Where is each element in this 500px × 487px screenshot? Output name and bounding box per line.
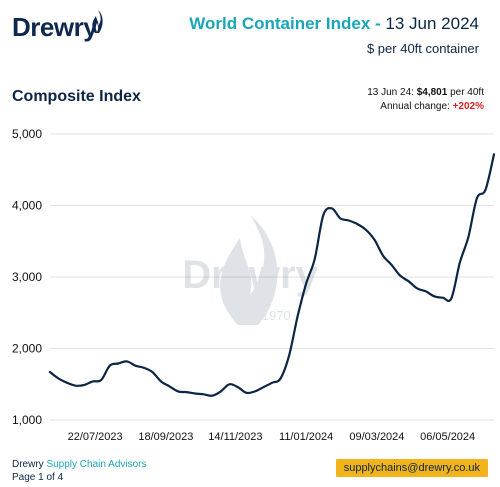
latest-value-line: 13 Jun 24: $4,801 per 40ft: [367, 86, 484, 100]
annual-change-label: Annual change:: [380, 101, 453, 112]
footer-brand-highlight: Supply Chain Advisors: [46, 459, 147, 470]
grid-lines: [50, 133, 494, 421]
section-title: Composite Index: [12, 88, 141, 105]
footer-brand: Drewry Supply Chain Advisors: [12, 458, 147, 471]
y-tick-label: 4,000: [12, 199, 42, 213]
y-tick-label: 2,000: [12, 342, 42, 356]
watermark-est: EST 1970: [233, 308, 291, 323]
x-tick-label: 09/03/2024: [349, 431, 404, 443]
y-tick-label: 3,000: [12, 270, 42, 284]
x-axis-ticks: 22/07/2023 18/09/2023 14/11/2023 11/01/2024…: [68, 431, 476, 443]
drewry-logo: Drewry: [12, 8, 122, 48]
watermark: Drewry EST 1970: [182, 215, 319, 325]
latest-date: 13 Jun 24:: [367, 87, 417, 98]
composite-index-chart: Drewry EST 1970 1,000 2,000 3,000 4,000 5,00…: [12, 127, 496, 443]
logo-text: Drewry: [12, 12, 98, 42]
latest-unit: per 40ft: [447, 87, 484, 98]
x-tick-label: 22/07/2023: [68, 431, 123, 443]
y-tick-label: 5,000: [12, 127, 42, 141]
page-number: Page 1 of 4: [12, 472, 64, 483]
header-subtitle: $ per 40ft container: [366, 41, 479, 56]
header-title-prefix: World Container Index -: [189, 14, 386, 33]
y-tick-label: 1,000: [12, 413, 42, 427]
watermark-text: Drewry: [182, 253, 318, 297]
x-tick-label: 14/11/2023: [208, 431, 262, 443]
flame-logo-icon: [92, 10, 103, 33]
composite-index-line: [48, 153, 496, 397]
latest-value-info: 13 Jun 24: $4,801 per 40ft Annual change…: [367, 86, 484, 114]
header-title: World Container Index - 13 Jun 2024: [189, 14, 479, 34]
footer-info: Drewry Supply Chain Advisors Page 1 of 4: [12, 458, 147, 484]
annual-change-line: Annual change: +202%: [367, 100, 484, 114]
header-title-date: 13 Jun 2024: [385, 14, 479, 33]
x-tick-label: 06/05/2024: [420, 431, 475, 443]
footer-brand-name: Drewry: [12, 459, 47, 470]
x-tick-label: 18/09/2023: [138, 431, 193, 443]
watermark-flame-icon: [220, 215, 278, 325]
x-tick-label: 11/01/2024: [279, 431, 333, 443]
latest-value: $4,801: [416, 87, 448, 98]
contact-email-button[interactable]: supplychains@drewry.co.uk: [335, 459, 488, 477]
annual-change-value: +202%: [452, 101, 484, 112]
y-axis-ticks: 1,000 2,000 3,000 4,000 5,000: [12, 127, 42, 427]
